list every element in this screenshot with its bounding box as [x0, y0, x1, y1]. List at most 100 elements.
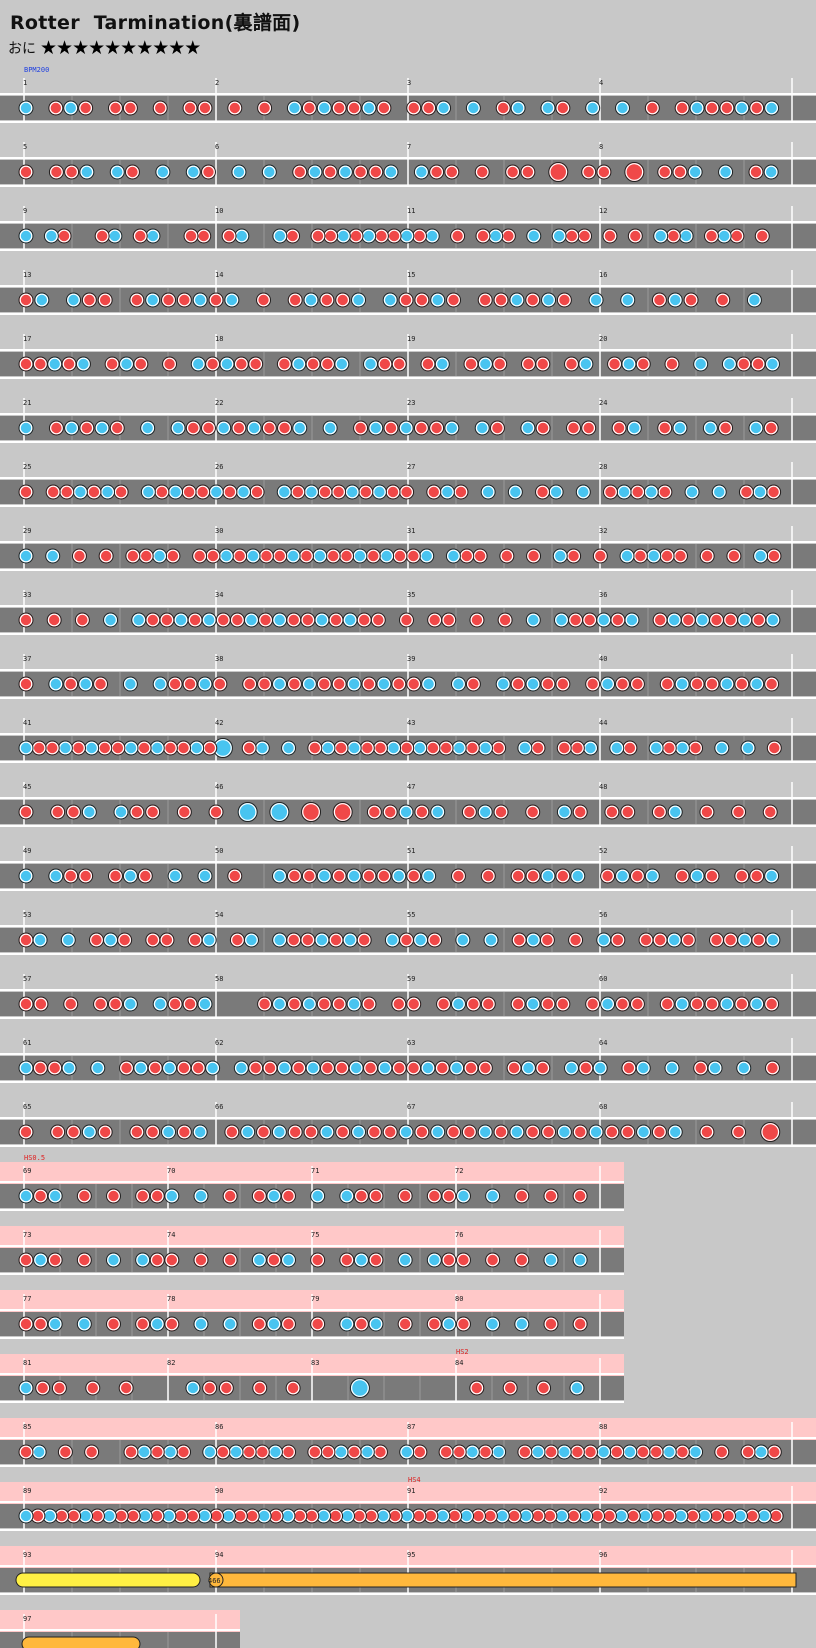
note-rim [288, 997, 301, 1011]
don-note [280, 1316, 296, 1332]
note-rim [688, 165, 702, 179]
note-rim [253, 1381, 267, 1395]
ka-note [346, 676, 362, 692]
note-rim [311, 229, 325, 243]
don-note [485, 1252, 501, 1268]
don-note [376, 100, 392, 116]
note-rim [457, 1317, 470, 1331]
note-rim [191, 357, 205, 371]
note-rim [320, 1125, 334, 1139]
note-rim [304, 1125, 318, 1139]
don-note [105, 1316, 121, 1332]
don-note [33, 996, 49, 1012]
ka-note [133, 1060, 149, 1076]
note-rim [206, 549, 220, 563]
don-note [399, 740, 415, 756]
don-note [368, 1252, 384, 1268]
note-rim [34, 1253, 47, 1267]
note-rim [586, 677, 600, 691]
note-rim [153, 677, 167, 691]
bar-number: 31 [407, 527, 415, 535]
ka-note [18, 420, 34, 436]
note-rim [399, 293, 413, 307]
ka-note [719, 676, 735, 692]
don-note [124, 164, 140, 180]
don-note [475, 228, 491, 244]
note-rim [52, 1381, 66, 1395]
ka-note [337, 164, 353, 180]
note-rim [252, 1189, 266, 1203]
don-note [429, 164, 445, 180]
don-note [202, 1380, 218, 1396]
note-rim [616, 101, 629, 115]
note-rim [384, 165, 398, 179]
don-note [659, 996, 675, 1012]
ka-note [170, 420, 186, 436]
ka-note [495, 676, 511, 692]
note-rim [114, 805, 128, 819]
note-rim [301, 613, 315, 627]
note-rim [567, 421, 580, 435]
don-note [651, 292, 667, 308]
ka-note [436, 100, 452, 116]
don-note [147, 1060, 163, 1076]
don-note [693, 1060, 709, 1076]
don-note [254, 1444, 270, 1460]
note-rim [50, 421, 63, 435]
note-rim [506, 165, 520, 179]
bar-number: 2 [215, 79, 219, 87]
don-note [624, 162, 645, 182]
don-note [129, 804, 145, 820]
note-rim [681, 933, 695, 947]
ka-note [622, 1444, 638, 1460]
note-rim [267, 1317, 281, 1331]
ka-note [224, 292, 240, 308]
don-note [358, 484, 374, 500]
don-note [525, 804, 541, 820]
bar-number: 8 [599, 143, 603, 151]
note-rim [696, 613, 709, 627]
note-rim [765, 677, 779, 691]
ka-note [664, 1060, 680, 1076]
don-note [657, 164, 673, 180]
note-rim [183, 997, 197, 1011]
ka-note [320, 740, 336, 756]
note-rim [49, 869, 63, 883]
don-note [197, 100, 213, 116]
note-rim [454, 485, 468, 499]
don-note [526, 548, 542, 564]
chart-row: 21 22 23 24 [0, 398, 816, 443]
ka-note [63, 100, 79, 116]
note-rim [755, 229, 769, 243]
don-note [110, 740, 126, 756]
don-note [18, 932, 34, 948]
note-rim [431, 293, 445, 307]
note-rim [65, 165, 79, 179]
don-note [604, 804, 620, 820]
note-rim [617, 485, 631, 499]
note-rim [442, 1189, 456, 1203]
don-note [303, 1124, 319, 1140]
note-rim [98, 1125, 112, 1139]
don-note [71, 740, 87, 756]
don-note [414, 292, 430, 308]
bar-number: 46 [215, 783, 223, 791]
note-rim [194, 1317, 208, 1331]
don-note [356, 932, 372, 948]
don-note [391, 996, 407, 1012]
note-rim [277, 1061, 291, 1075]
don-note [436, 996, 452, 1012]
don-note [48, 164, 64, 180]
don-note [426, 484, 442, 500]
note-rim [313, 549, 327, 563]
note-rim [308, 741, 322, 755]
don-note [50, 804, 66, 820]
ka-note [363, 356, 379, 372]
note-rim [507, 1061, 521, 1075]
ka-note [383, 164, 399, 180]
note-rim [452, 997, 465, 1011]
note-rim [720, 101, 734, 115]
note-rim [392, 997, 406, 1011]
note-rim [332, 677, 346, 691]
